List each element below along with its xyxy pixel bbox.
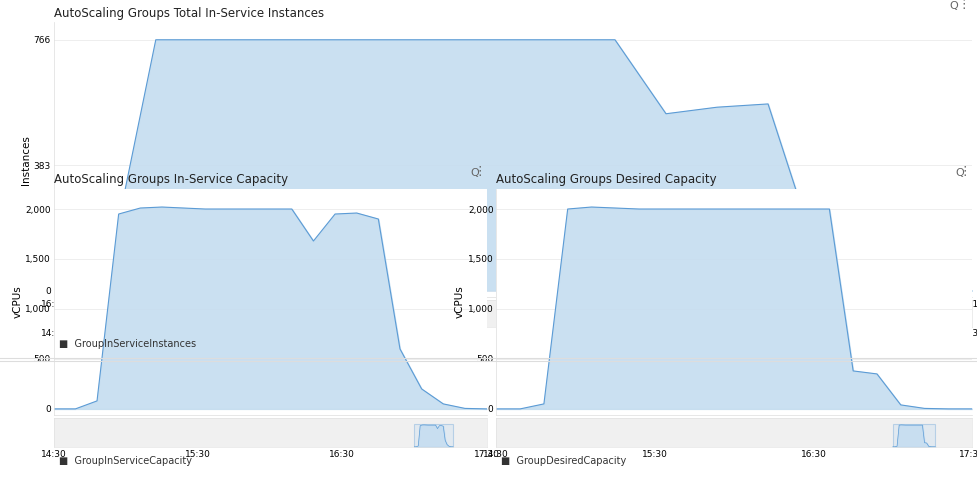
Y-axis label: vCPUs: vCPUs bbox=[13, 286, 22, 318]
Bar bbox=[414, 424, 453, 447]
Text: Q: Q bbox=[471, 168, 479, 178]
Text: Q: Q bbox=[956, 168, 964, 178]
Text: ■  GroupDesiredCapacity: ■ GroupDesiredCapacity bbox=[501, 456, 626, 465]
Text: ⋮: ⋮ bbox=[958, 165, 971, 178]
Text: AutoScaling Groups Total In-Service Instances: AutoScaling Groups Total In-Service Inst… bbox=[54, 6, 323, 20]
Text: ■  GroupInServiceInstances: ■ GroupInServiceInstances bbox=[59, 339, 195, 349]
Text: AutoScaling Groups In-Service Capacity: AutoScaling Groups In-Service Capacity bbox=[54, 173, 288, 187]
Y-axis label: Instances: Instances bbox=[21, 135, 31, 185]
Text: ⋮: ⋮ bbox=[473, 165, 486, 178]
Text: ⋮: ⋮ bbox=[957, 0, 970, 11]
Bar bbox=[809, 305, 901, 327]
Y-axis label: vCPUs: vCPUs bbox=[455, 286, 465, 318]
Text: AutoScaling Groups Desired Capacity: AutoScaling Groups Desired Capacity bbox=[496, 173, 717, 187]
Text: ■  GroupInServiceCapacity: ■ GroupInServiceCapacity bbox=[59, 456, 191, 465]
Text: Q: Q bbox=[950, 1, 958, 11]
Bar bbox=[893, 424, 935, 447]
